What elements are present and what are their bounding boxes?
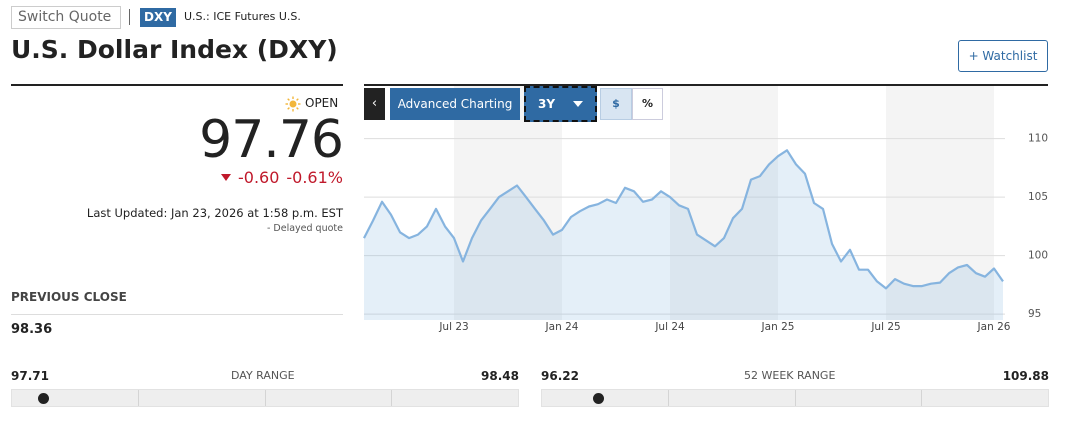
delayed-note: - Delayed quote bbox=[266, 223, 343, 234]
watchlist-button[interactable]: + Watchlist bbox=[958, 40, 1048, 72]
x-tick-label: Jul 24 bbox=[654, 321, 685, 333]
search-input[interactable]: Switch Quote bbox=[11, 6, 121, 29]
divider bbox=[11, 84, 343, 86]
x-tick-label: Jan 26 bbox=[977, 321, 1011, 333]
price: 97.76 bbox=[199, 110, 344, 170]
change-row: -0.60 -0.61% bbox=[220, 168, 343, 187]
week52-range-marker bbox=[592, 393, 604, 404]
exchange: U.S.: ICE Futures U.S. bbox=[184, 10, 301, 23]
period-band bbox=[886, 86, 994, 320]
week52-low: 96.22 bbox=[541, 369, 579, 383]
down-arrow bbox=[220, 173, 231, 181]
period-band bbox=[670, 86, 778, 320]
page-title: U.S. Dollar Index (DXY) bbox=[11, 35, 338, 64]
day-range-marker bbox=[38, 393, 50, 404]
y-tick-label: 100 bbox=[1028, 250, 1048, 262]
period-band bbox=[454, 86, 562, 320]
x-tick-label: Jul 23 bbox=[438, 321, 468, 333]
day-range-label: DAY RANGE bbox=[231, 369, 295, 382]
day-range-track bbox=[11, 389, 519, 407]
x-tick-label: Jul 25 bbox=[870, 321, 900, 333]
previous-close-label: PREVIOUS CLOSE bbox=[11, 290, 127, 304]
change: -0.60 bbox=[237, 168, 280, 187]
sun-icon bbox=[285, 96, 301, 112]
y-tick-label: 105 bbox=[1028, 191, 1048, 203]
area-fill bbox=[364, 150, 1003, 320]
market-status: OPEN bbox=[305, 96, 339, 110]
previous-close-value: 98.36 bbox=[11, 322, 53, 337]
dropdown-arrow bbox=[573, 100, 583, 107]
change-percent: -0.61% bbox=[286, 168, 343, 187]
advanced-charting-button[interactable]: Advanced Charting bbox=[390, 88, 520, 120]
y-tick-label: 95 bbox=[1028, 308, 1041, 320]
y-tick-label: 110 bbox=[1028, 133, 1048, 145]
symbol-badge: DXY bbox=[140, 8, 176, 27]
divider bbox=[11, 314, 343, 315]
dollar-toggle[interactable]: $ bbox=[600, 88, 632, 120]
week52-range-label: 52 WEEK RANGE bbox=[744, 369, 836, 382]
range-label: 3Y bbox=[538, 97, 556, 111]
day-low: 97.71 bbox=[11, 369, 49, 383]
range-select[interactable]: 3Y bbox=[524, 86, 597, 122]
percent-toggle[interactable]: % bbox=[632, 88, 663, 120]
week52-high: 109.88 bbox=[1002, 369, 1049, 383]
day-high: 98.48 bbox=[481, 369, 519, 383]
price-line bbox=[363, 149, 1004, 290]
separator bbox=[129, 9, 130, 25]
x-tick-label: Jan 24 bbox=[545, 321, 579, 333]
collapse-button[interactable]: ‹ bbox=[364, 88, 385, 120]
x-tick-label: Jan 25 bbox=[761, 321, 795, 333]
week52-range-track bbox=[541, 389, 1049, 407]
last-updated: Last Updated: Jan 23, 2026 at 1:58 p.m. … bbox=[86, 206, 343, 220]
